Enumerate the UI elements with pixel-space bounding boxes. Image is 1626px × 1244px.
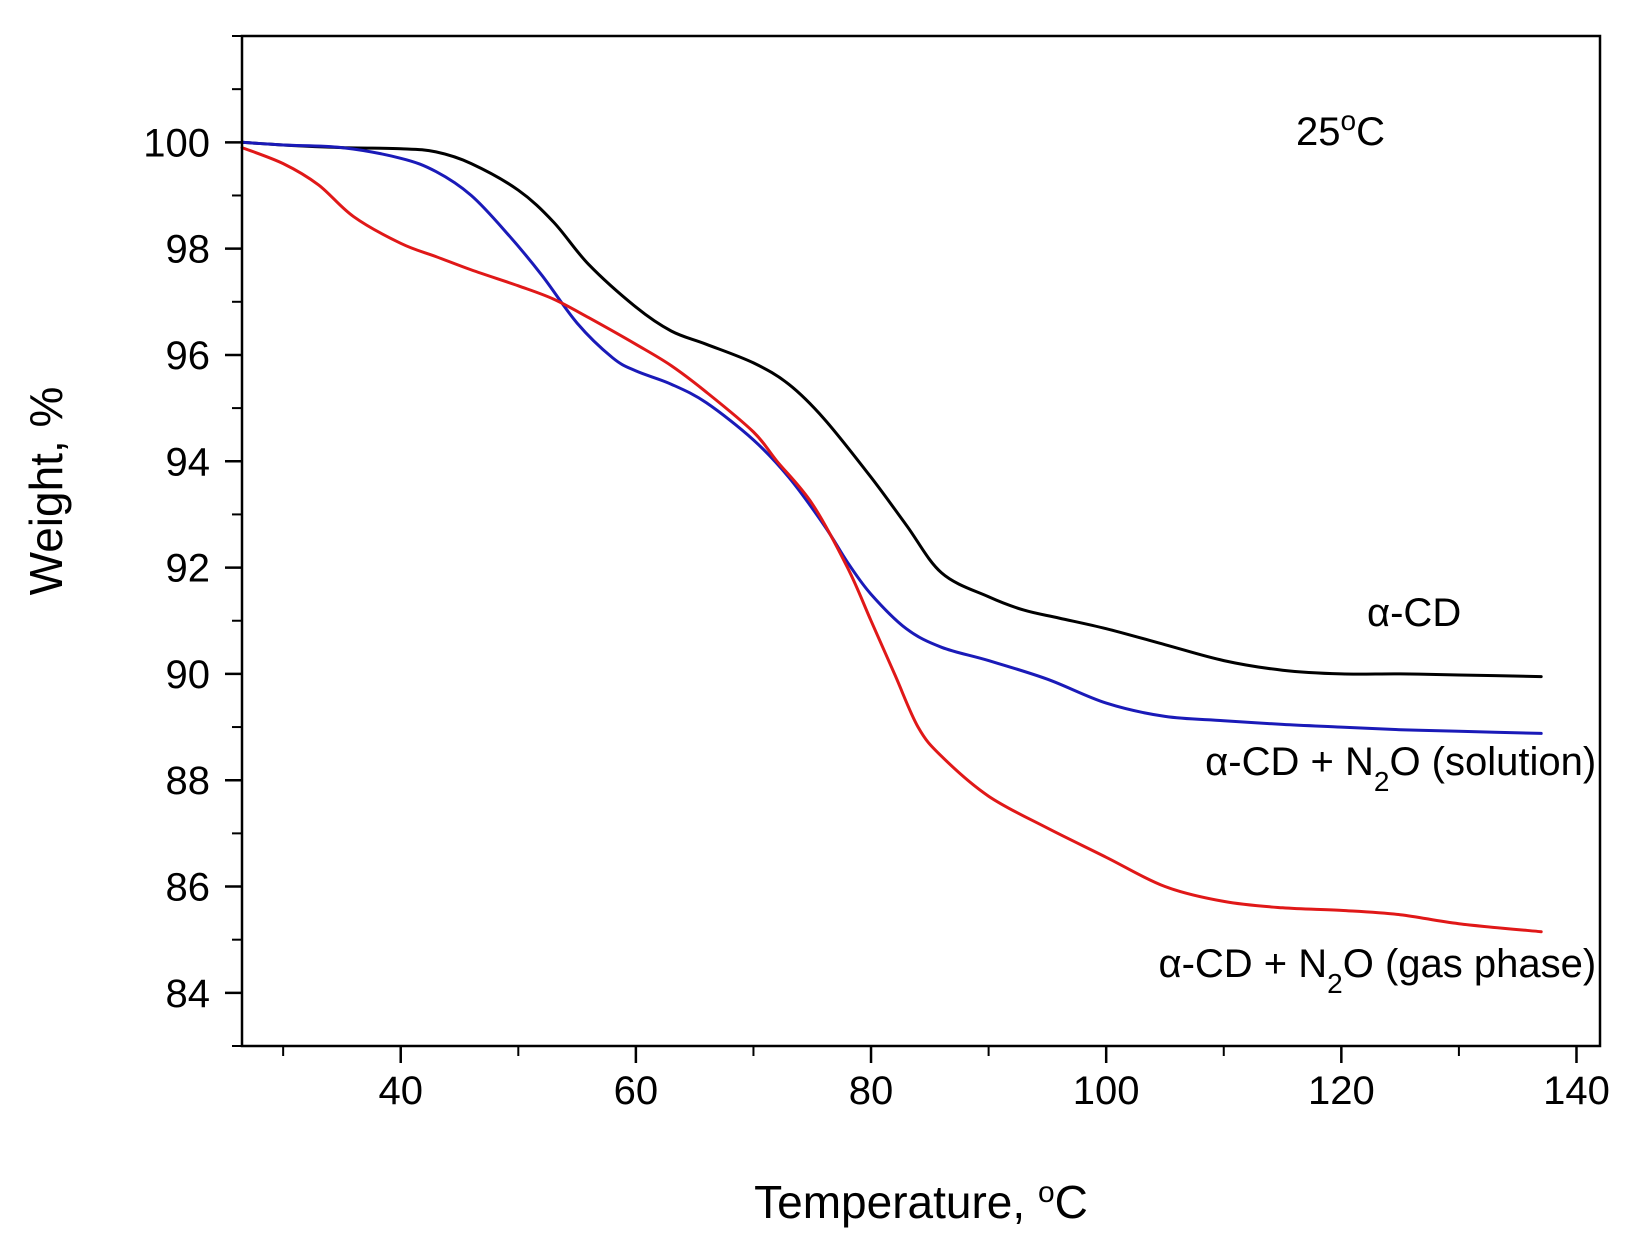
temperature-annotation: 25oC [1296,105,1385,155]
series-line-alpha-cd [240,140,1543,679]
x-tick-label: 120 [1308,1069,1375,1113]
x-axis-title: Temperature, oC [754,1176,1088,1229]
series-label-gas-phase: α-CD + N2O (gas phase) [1158,942,1596,999]
y-tick-label: 88 [166,759,211,803]
series-line-gas-phase [240,146,1543,934]
y-tick-label: 90 [166,653,211,697]
x-tick-label: 60 [614,1069,659,1113]
y-tick-label: 84 [166,972,211,1016]
y-axis-title: Weight, % [20,387,72,596]
x-tick-label: 140 [1543,1069,1610,1113]
series-labels: α-CD α-CD + N2O (solution) α-CD + N2O (gas… [1158,591,1596,998]
x-tick-label: 80 [849,1069,894,1113]
y-tick-label: 100 [143,121,210,165]
y-tick-label: 86 [166,866,211,910]
series-label-alpha-cd: α-CD [1367,591,1461,635]
y-tick-label: 94 [166,440,211,484]
series-line-solution [240,140,1543,735]
y-tick-label: 98 [166,228,211,272]
x-tick-label: 100 [1073,1069,1140,1113]
y-tick-label: 96 [166,334,211,378]
x-tick-label: 40 [378,1069,423,1113]
series-lines [240,140,1543,934]
axis-ticks: 40 60 80 100 120 140 84 86 88 90 92 94 96 98 100 [143,35,1610,1113]
series-label-solution: α-CD + N2O (solution) [1205,740,1596,797]
y-tick-label: 92 [166,547,211,591]
plot-frame [240,34,1602,1048]
